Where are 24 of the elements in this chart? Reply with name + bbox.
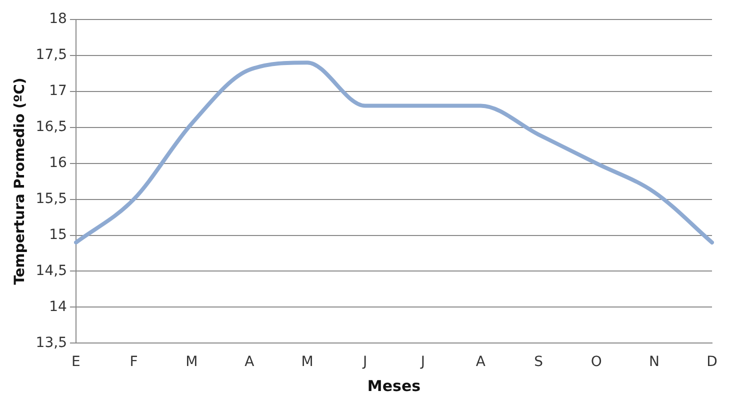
x-tick-label: J — [362, 354, 368, 370]
y-tick-label: 14,5 — [36, 262, 67, 279]
y-axis-title: Tempertura Promedio (ºC) — [12, 78, 28, 285]
x-tick-label: M — [186, 354, 198, 370]
x-tick-label: N — [648, 354, 660, 370]
x-tick-label: E — [72, 354, 80, 370]
y-tick-label: 17,5 — [36, 47, 67, 64]
y-tick-label: 17 — [49, 82, 67, 99]
y-tick-label: 16 — [49, 154, 68, 171]
y-tick-label: 15,5 — [36, 190, 67, 207]
y-tick-label: 14 — [49, 298, 68, 315]
x-tick-label: S — [534, 354, 544, 370]
x-tick-label: J — [420, 354, 425, 370]
y-tick-label: 15 — [49, 226, 67, 243]
x-tick-label: A — [476, 354, 486, 370]
y-tick-label: 16,5 — [36, 118, 67, 135]
x-tick-label: F — [130, 354, 138, 370]
x-tick-label: M — [301, 354, 314, 370]
x-tick-label: O — [590, 354, 602, 370]
x-axis-title: Meses — [367, 376, 421, 395]
x-tick-label: D — [706, 354, 718, 370]
y-tick-label: 13,5 — [36, 334, 67, 351]
x-tick-label: A — [244, 354, 255, 370]
y-tick-label: 18 — [49, 11, 67, 28]
